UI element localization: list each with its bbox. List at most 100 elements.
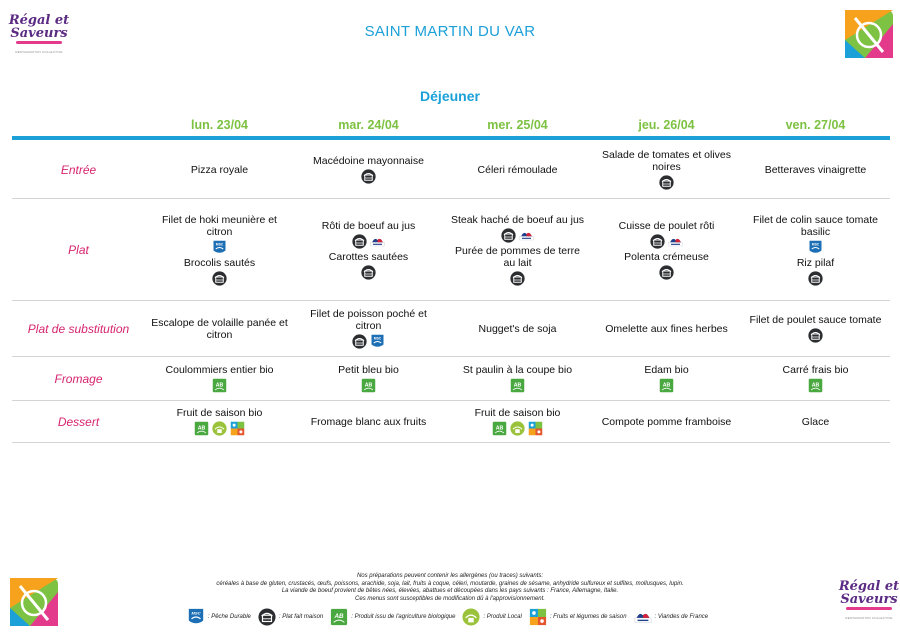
menu-cell: Filet de poisson poché et citron MSC: [294, 301, 443, 356]
header-divider: [12, 136, 890, 140]
dish-name: Escalope de volaille panée et citron: [151, 316, 288, 341]
dish: Glace: [802, 416, 829, 428]
organic-ab-icon: AB: [361, 378, 376, 393]
dish-name: Brocolis sautés: [183, 256, 256, 269]
sustainable-fishing-icon: MSC: [188, 608, 204, 624]
menu-cell: Salade de tomates et olives noires: [592, 141, 741, 198]
brand-swoosh: [846, 607, 892, 610]
menu-row: Entrée Pizza royale Macédoine mayonnaise Cé…: [12, 141, 890, 199]
dish-name: Petit bleu bio: [338, 364, 399, 376]
dish: Céleri rémoulade: [478, 164, 558, 176]
footer-line: céréales à base de gluten, crustacés, œu…: [216, 580, 684, 587]
dish: Filet de poisson poché et citron MSC: [299, 308, 438, 349]
dish-name: Filet de poisson poché et citron: [310, 308, 427, 332]
dish-labels: [659, 264, 674, 280]
icon-legend: MSC: Pêche Durable: Plat fait maison AB: …: [150, 608, 750, 626]
dish-name: Riz pilaf: [796, 256, 835, 269]
french-meat-icon: [634, 613, 651, 623]
menu-row: Plat de substitution Escalope de volaille…: [12, 301, 890, 357]
dish-name: Fruit de saison bio: [474, 407, 561, 419]
dish: Riz pilaf: [797, 257, 834, 286]
day-header: mar. 24/04: [338, 118, 399, 132]
dish: Pizza royale: [191, 164, 248, 176]
svg-text:AB: AB: [496, 425, 504, 431]
legend-label: : Fruits et légumes de saison: [549, 614, 627, 620]
dish-name: Salade de tomates et olives noires: [602, 149, 731, 173]
homemade-icon: [650, 233, 665, 249]
dish: Fruit de saison bio AB: [474, 407, 561, 436]
regal-saveurs-logo: Régal et Saveurs RESTAURATION COLLECTIVE: [8, 14, 70, 59]
menu-cell: Fruit de saison bio AB: [145, 401, 294, 442]
dish-labels: [501, 227, 534, 243]
homemade-icon: [510, 270, 525, 286]
dish-name: Nugget's de soja: [478, 322, 557, 335]
dish: Omelette aux fines herbes: [605, 323, 728, 335]
dish-name: Coulommiers entier bio: [165, 364, 274, 376]
footer-line: La viande de boeuf provient de bêtes née…: [281, 588, 619, 594]
dish: Betteraves vinaigrette: [765, 164, 867, 176]
course-label: Dessert: [57, 414, 100, 429]
legend-label: : Produit Local: [483, 614, 522, 620]
seasonal-produce-icon: [230, 421, 245, 436]
dish: Escalope de volaille panée et citron: [150, 317, 289, 341]
dish: Fromage blanc aux fruits: [311, 416, 427, 428]
course-label: Fromage: [54, 371, 103, 386]
sustainable-fishing-icon: MSC: [213, 240, 226, 253]
organic-ab-icon: AB: [212, 378, 227, 393]
dish-name: St paulin à la coupe bio: [462, 364, 573, 376]
dish-name: Compote pomme framboise: [601, 415, 732, 428]
legend-label: : Viandes de France: [654, 614, 709, 620]
dish: Petit bleu bio AB: [338, 364, 399, 393]
dish-labels: AB: [212, 378, 227, 393]
dish-name: Omelette aux fines herbes: [605, 322, 728, 335]
homemade-icon: [501, 227, 516, 243]
organic-ab-icon: AB: [492, 421, 507, 436]
dish-name: Céleri rémoulade: [477, 163, 558, 176]
menu-cell: Compote pomme framboise: [592, 401, 741, 442]
footer-notes: Nos préparations peuvent contenir les al…: [70, 573, 830, 603]
dish-name: Betteraves vinaigrette: [764, 163, 867, 176]
menu-cell: Betteraves vinaigrette: [741, 141, 890, 198]
footer-line: Ces menus sont susceptibles de modificat…: [355, 595, 545, 602]
menu-cell: Rôti de boeuf au jus Carottes sautées: [294, 199, 443, 300]
menu-cell: Carré frais bio AB: [741, 357, 890, 400]
seasonal-produce-icon: [528, 421, 543, 436]
dish: Steak haché de boeuf au jus: [451, 214, 584, 243]
site-title: SAINT MARTIN DU VAR: [364, 23, 536, 40]
local-product-icon: [510, 421, 525, 436]
dish-name: Steak haché de boeuf au jus: [450, 213, 585, 226]
svg-text:AB: AB: [663, 382, 671, 388]
dish: Filet de colin sauce tomate basilic MSC: [746, 214, 885, 255]
dish-name: Fruit de saison bio: [176, 407, 263, 419]
homemade-icon: [659, 264, 674, 280]
menu-cell: Steak haché de boeuf au jus Purée de pomm…: [443, 199, 592, 300]
dish: Filet de poulet sauce tomate: [750, 314, 881, 343]
homemade-icon: [352, 334, 367, 349]
local-product-icon: [462, 608, 481, 626]
dish-labels: AB: [510, 378, 525, 393]
legend-label: : Produit issu de l'agriculture biologiq…: [351, 614, 456, 620]
meal-title: Déjeuner: [420, 88, 480, 104]
french-meat-icon: [668, 238, 683, 246]
french-meat-icon: [519, 232, 534, 240]
homemade-icon: [352, 233, 367, 249]
dish: Coulommiers entier bio AB: [165, 364, 274, 393]
sustainable-fishing-icon: MSC: [809, 240, 822, 253]
dish-labels: MSC: [808, 240, 823, 255]
local-product-icon: [212, 421, 227, 436]
day-headers: lun. 23/04 mar. 24/04 mer. 25/04 jeu. 26…: [145, 118, 890, 132]
menu-cell: Edam bio AB: [592, 357, 741, 400]
legend-label: : Plat fait maison: [278, 614, 324, 620]
dish-labels: [650, 233, 683, 249]
dish-labels: AB: [659, 378, 674, 393]
dish: Fruit de saison bio AB: [176, 407, 263, 436]
dish-name: Macédoine mayonnaise: [313, 155, 424, 167]
brand-swoosh: [16, 41, 62, 44]
organic-ab-icon: AB: [331, 608, 348, 626]
menu-cell: Filet de colin sauce tomate basilic MSC Ri…: [741, 199, 890, 300]
svg-text:AB: AB: [365, 382, 373, 388]
regal-saveurs-logo-bottom: Régal et Saveurs RESTAURATION COLLECTIVE: [838, 580, 900, 625]
french-meat-icon: [370, 238, 385, 246]
dish-name: Cuisse de poulet rôti: [618, 219, 715, 232]
svg-text:AB: AB: [812, 382, 820, 388]
